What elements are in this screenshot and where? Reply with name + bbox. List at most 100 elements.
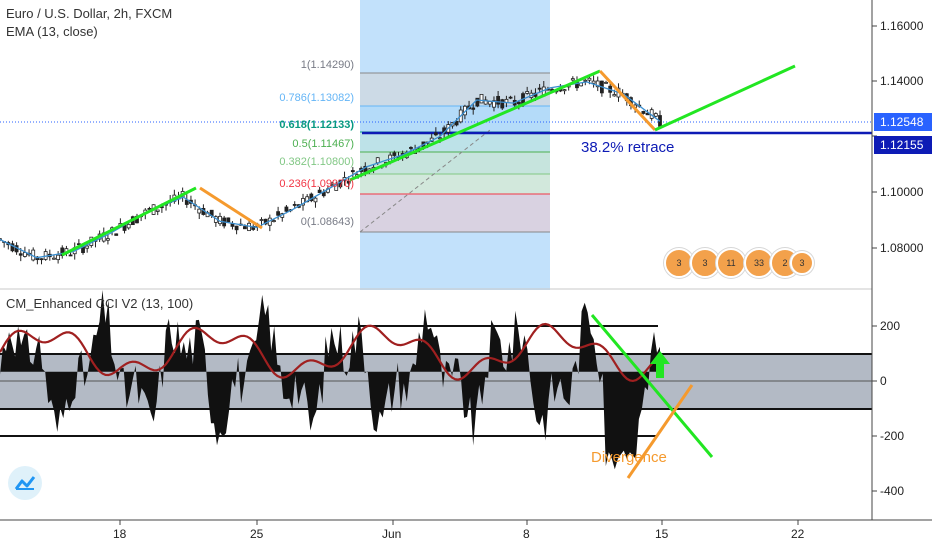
candle-body bbox=[10, 243, 15, 252]
candle-body bbox=[155, 209, 160, 212]
candle-body bbox=[126, 223, 131, 229]
fib-label-05: 0.5(1.11467) bbox=[292, 138, 354, 150]
candle-body bbox=[454, 121, 459, 126]
candle-body bbox=[475, 97, 480, 107]
candle-body bbox=[23, 252, 27, 257]
candle-body bbox=[570, 78, 575, 81]
event-icon[interactable]: 3 bbox=[790, 251, 814, 275]
candle-body bbox=[483, 99, 488, 105]
candle-body bbox=[612, 94, 617, 97]
candle-body bbox=[350, 170, 355, 173]
candle-body bbox=[338, 180, 343, 188]
candle-body bbox=[500, 99, 505, 109]
candle-body bbox=[471, 107, 476, 110]
candle-body bbox=[68, 254, 73, 257]
price-tick: 1.14000 bbox=[880, 74, 924, 88]
price-tick: 1.08000 bbox=[880, 241, 924, 255]
candle-body bbox=[409, 147, 413, 149]
cci-divergence-line bbox=[626, 384, 694, 479]
time-tick: Jun bbox=[382, 527, 402, 541]
candle-body bbox=[645, 112, 650, 116]
fib-label-1: 1(1.14290) bbox=[300, 59, 354, 71]
trend-drawings[interactable] bbox=[61, 64, 796, 257]
candle-body bbox=[18, 253, 23, 256]
ema-legend: EMA (13, close) bbox=[6, 24, 98, 39]
cci-downtrend-line bbox=[590, 314, 714, 458]
last-price-tag: 1.12548 bbox=[874, 113, 932, 131]
candle-body bbox=[106, 238, 110, 241]
pullback-line-2 bbox=[598, 69, 657, 132]
fib-label-0618: 0.618(1.12133) bbox=[279, 119, 354, 131]
candle-body bbox=[276, 211, 281, 216]
time-tick: 8 bbox=[523, 527, 530, 541]
candle-body bbox=[56, 254, 61, 261]
projection-line bbox=[654, 64, 796, 132]
candle-body bbox=[492, 100, 496, 108]
cci-histogram-area bbox=[0, 290, 660, 470]
candle-body bbox=[516, 101, 521, 105]
price-axis-ticks bbox=[872, 25, 877, 492]
cci-tick: 0 bbox=[880, 374, 887, 388]
candle-body bbox=[479, 93, 484, 104]
candle-body bbox=[272, 220, 276, 222]
candle-body bbox=[317, 189, 322, 193]
candle-body bbox=[653, 113, 658, 117]
up-arrow-icon bbox=[650, 351, 670, 378]
cci-tick: -200 bbox=[880, 429, 905, 443]
pullback-line-1 bbox=[199, 186, 263, 230]
fib-label-0236: 0.236(1.09970) bbox=[279, 178, 354, 190]
candle-body bbox=[525, 91, 530, 94]
cci-signal-line bbox=[0, 322, 661, 383]
cci-tick: -400 bbox=[880, 484, 905, 498]
time-tick: 18 bbox=[113, 527, 127, 541]
candle-body bbox=[438, 137, 442, 140]
candle-body bbox=[197, 208, 202, 214]
candle-body bbox=[583, 79, 588, 82]
candle-body bbox=[301, 198, 305, 206]
time-tick: 15 bbox=[655, 527, 669, 541]
candle-body bbox=[292, 204, 297, 206]
candle-body bbox=[243, 226, 247, 230]
candle-body bbox=[591, 80, 596, 84]
time-tick: 25 bbox=[250, 527, 264, 541]
divergence-annotation: Divergence bbox=[591, 449, 667, 466]
candle-body bbox=[114, 233, 119, 236]
candle-body bbox=[595, 80, 600, 88]
candle-body bbox=[259, 219, 264, 221]
level-price-tag: 1.12155 bbox=[874, 136, 932, 154]
candle-body bbox=[226, 217, 231, 223]
candle-body bbox=[508, 96, 513, 99]
tradingview-logo-icon[interactable] bbox=[8, 466, 42, 500]
event-icon[interactable]: 11 bbox=[716, 248, 746, 278]
symbol-title: Euro / U.S. Dollar, 2h, FXCM bbox=[6, 6, 173, 21]
candle-body bbox=[313, 197, 318, 203]
retrace-annotation: 38.2% retrace bbox=[581, 139, 675, 156]
candle-body bbox=[433, 132, 438, 136]
event-icon[interactable]: 3 bbox=[690, 248, 720, 278]
fib-label-0: 0(1.08643) bbox=[300, 216, 354, 228]
candle-body bbox=[562, 89, 567, 92]
time-axis-ticks bbox=[119, 520, 799, 525]
cci-tick: 200 bbox=[880, 319, 901, 333]
price-tick: 1.16000 bbox=[880, 19, 924, 33]
candle-body bbox=[604, 81, 608, 84]
candle-body bbox=[375, 157, 380, 164]
candle-body bbox=[247, 222, 251, 232]
price-tick: 1.10000 bbox=[880, 185, 924, 199]
candle-body bbox=[537, 87, 542, 90]
uptrend-line-1 bbox=[61, 186, 197, 257]
candle-body bbox=[60, 247, 65, 256]
uptrend-line-2 bbox=[349, 69, 601, 182]
candle-body bbox=[392, 152, 397, 156]
candle-body bbox=[234, 225, 239, 231]
cci-legend: CM_Enhanced CCI V2 (13, 100) bbox=[6, 296, 194, 311]
fib-label-0382: 0.382(1.10800) bbox=[279, 156, 354, 168]
time-tick: 22 bbox=[791, 527, 805, 541]
ema-line bbox=[0, 81, 661, 259]
candle-body bbox=[284, 206, 289, 212]
fib-label-0786: 0.786(1.13082) bbox=[279, 92, 354, 104]
candle-body bbox=[496, 95, 501, 105]
candle-body bbox=[346, 180, 351, 184]
candle-body bbox=[85, 245, 90, 249]
